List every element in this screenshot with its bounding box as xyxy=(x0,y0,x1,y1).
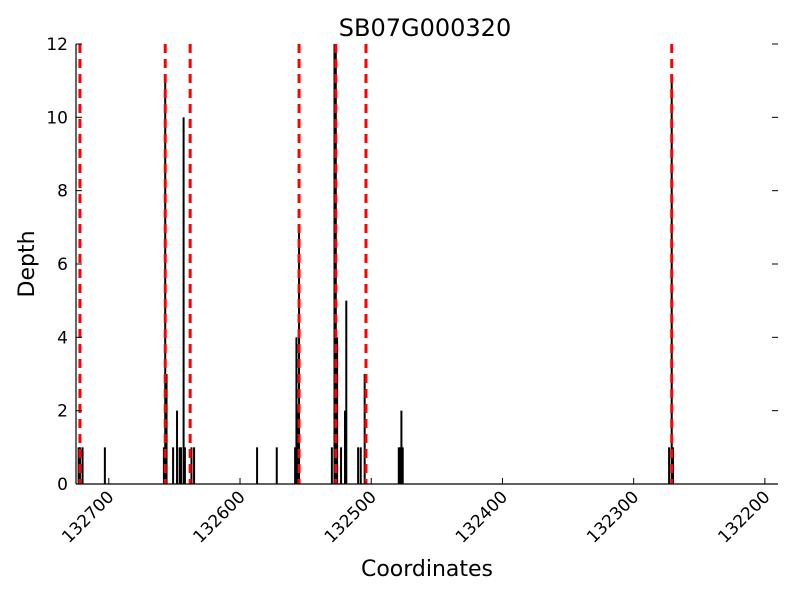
y-tick-label: 8 xyxy=(57,182,68,202)
y-ticks: 0 2 4 6 8 10 12 xyxy=(46,35,778,495)
x-axis-label: Coordinates xyxy=(361,557,493,582)
x-tick-label: 132200 xyxy=(714,487,774,547)
y-axis-label: Depth xyxy=(15,230,40,297)
x-tick-label: 132400 xyxy=(452,487,512,547)
x-tick-label: 132700 xyxy=(58,487,118,547)
chart-title: SB07G000320 xyxy=(339,14,511,42)
marker-layer xyxy=(78,44,674,484)
y-tick-label: 4 xyxy=(57,328,68,348)
x-tick-label: 132600 xyxy=(190,487,250,547)
y-tick-label: 12 xyxy=(46,35,68,55)
x-ticks: 132700 132600 132500 132400 132300 132200 xyxy=(58,478,774,547)
y-tick-label: 10 xyxy=(46,108,68,128)
y-tick-label: 6 xyxy=(57,255,68,275)
y-tick-label: 0 xyxy=(57,475,68,495)
x-tick-label: 132500 xyxy=(321,487,381,547)
bar-layer xyxy=(77,44,675,484)
x-tick-label: 132300 xyxy=(583,487,643,547)
y-tick-label: 2 xyxy=(57,402,68,422)
